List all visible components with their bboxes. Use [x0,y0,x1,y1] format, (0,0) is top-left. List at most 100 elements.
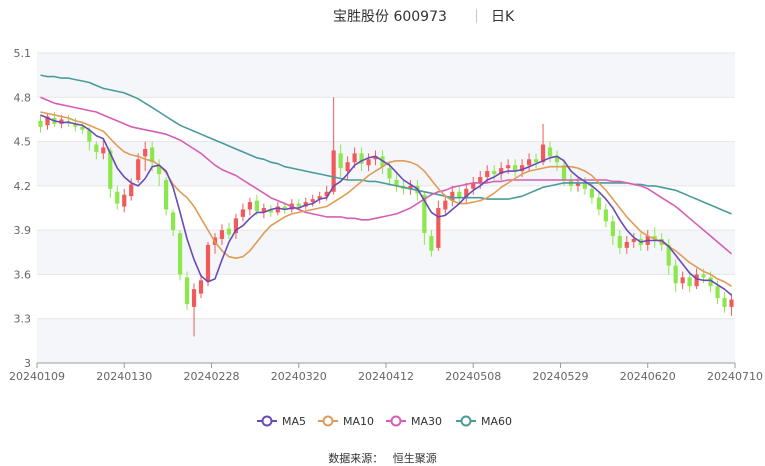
candle [561,159,567,186]
candle-body [136,159,141,180]
candle [115,185,120,210]
candle [729,293,734,316]
candle [526,153,532,172]
candle [464,182,469,204]
candle [38,115,43,133]
candle-body [729,299,734,307]
legend-swatch-marker [322,415,334,427]
candle [429,230,434,257]
candle [247,197,252,216]
candle [366,153,371,172]
candle-body [73,123,78,127]
candle [122,188,127,213]
candle [205,241,211,287]
candle [310,194,315,207]
x-tick-label: 20240320 [271,370,327,383]
candle-body [184,277,190,304]
candle-body [715,286,720,299]
candle-body [171,212,176,231]
candle-body [624,241,629,248]
candle [94,141,99,160]
candle [240,203,246,222]
candle [317,191,322,204]
ma10-line [40,111,732,287]
ma5-line [40,114,733,296]
data-source: 数据来源： 恒生聚源 [0,450,765,466]
legend-swatch-marker [261,415,273,427]
x-tick-label: 20240620 [620,370,676,383]
candle-body [722,298,727,307]
candlestick-series [38,97,734,337]
candle-body [540,144,546,163]
candle [373,150,378,166]
candle [338,144,343,177]
x-tick-label: 20240529 [533,370,589,383]
grid-lines [37,52,735,364]
candle-body [45,116,50,126]
candle-body [233,218,239,234]
candle [171,209,176,237]
grid-bands [37,53,735,363]
period-label[interactable]: 日K [491,9,515,25]
candle [184,271,190,310]
source-label: 数据来源： [328,452,384,465]
candle-body [247,202,252,210]
candle-body [352,153,357,163]
candle-body [429,236,434,251]
candle-body [450,191,455,201]
candle [345,156,350,180]
legend-item-ma60[interactable]: MA60 [456,415,512,428]
candle-body [471,182,476,189]
candle [108,147,113,198]
x-tick-label: 20240412 [358,370,414,383]
candle [331,97,336,195]
candle-body [436,208,441,248]
candle [359,147,364,172]
candle [666,239,671,275]
legend-item-ma10[interactable]: MA10 [318,415,374,428]
legend-label: MA60 [481,415,512,428]
chart-title: 宝胜股份 600973 [333,9,447,25]
candle [554,150,560,172]
candle-body [666,244,671,266]
candle-body [478,177,483,183]
candle-body [191,289,197,307]
candle [191,283,197,337]
legend-item-ma5[interactable]: MA5 [257,415,306,428]
candle-body [708,277,713,287]
candle [617,230,622,254]
candle-body [506,165,511,169]
legend-label: MA30 [411,415,442,428]
x-tick-label: 20240130 [96,370,152,383]
kline-chart: 5.14.84.54.23.93.63.33 20240109 20240130 2… [9,47,763,428]
candle-body [596,197,601,210]
candle [443,194,448,216]
candle [45,113,50,130]
candle-body [310,199,315,203]
candle-body [694,274,699,287]
ma60-line [40,74,732,215]
candle [177,230,183,281]
candle-body [87,129,92,142]
y-tick-label: 3 [24,357,31,370]
y-tick-label: 3.9 [14,224,32,237]
candle-body [345,162,350,172]
candle-body [387,168,392,179]
legend-item-ma30[interactable]: MA30 [386,415,442,428]
y-tick-label: 4.2 [14,180,32,193]
candle-body [177,233,183,275]
y-tick-label: 3.3 [14,313,32,326]
candle [722,292,727,313]
legend-swatch-marker [460,415,472,427]
candle [631,233,636,248]
candle-body [198,280,204,294]
y-tick-label: 3.6 [14,268,32,281]
candle [603,203,608,228]
candle [471,177,476,195]
candle-body [492,171,497,175]
candle-body [366,159,371,166]
candle-body [533,159,539,163]
candle [233,213,239,239]
candle [610,215,615,245]
candle [80,122,85,135]
